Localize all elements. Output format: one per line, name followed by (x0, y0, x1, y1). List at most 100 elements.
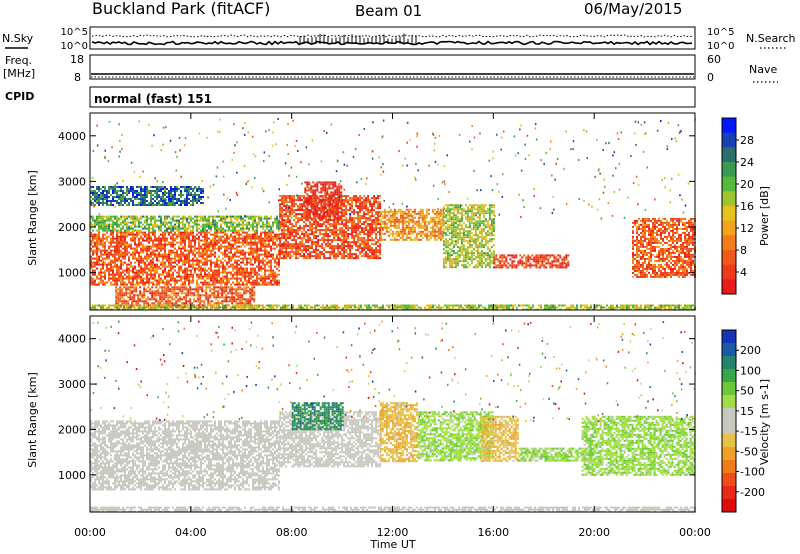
power-cell (279, 243, 282, 246)
power-cell (146, 259, 148, 262)
power-cell (126, 235, 128, 238)
power-cell (156, 267, 158, 270)
power-cell (94, 245, 96, 248)
power-cell (234, 277, 236, 280)
power-cell (194, 186, 196, 188)
power-cell (226, 217, 228, 220)
power-cell (120, 251, 122, 254)
power-cell (311, 211, 314, 214)
power-cell (162, 188, 164, 190)
power-cell (351, 255, 354, 258)
power-cell (448, 220, 451, 223)
power-cell (272, 235, 274, 238)
power-cell (375, 227, 378, 230)
power-cell (242, 231, 244, 234)
power-cell (379, 238, 382, 241)
power-cell (258, 247, 260, 250)
power-cell (158, 237, 160, 240)
power-cell (114, 186, 116, 188)
power-cell (206, 229, 208, 232)
power-cell (154, 263, 156, 266)
power-cell (90, 200, 92, 202)
power-cell (182, 255, 184, 258)
power-cell (351, 245, 354, 248)
power-cell (124, 255, 126, 258)
power-cell (182, 225, 184, 228)
power-cell (272, 255, 274, 258)
power-cell (297, 233, 300, 236)
power-cell (172, 273, 174, 276)
power-cell (100, 215, 102, 218)
power-cell (222, 245, 224, 248)
power-cell (293, 253, 296, 256)
power-cell (373, 197, 376, 200)
power-cell (450, 220, 453, 223)
power-cell (413, 220, 416, 223)
power-cell (162, 281, 164, 284)
power-cell (96, 283, 98, 286)
power-cell (444, 214, 447, 217)
power-cell (332, 215, 335, 218)
power-cell (311, 229, 314, 232)
power-cell (297, 253, 300, 256)
power-cell (287, 217, 290, 220)
power-cell (371, 229, 374, 232)
power-cell (116, 267, 118, 270)
power-cell (158, 243, 160, 246)
power-cell (162, 257, 164, 260)
power-cell (90, 192, 92, 194)
power-cell (122, 281, 124, 284)
power-cell (116, 225, 118, 228)
power-cell (120, 277, 122, 280)
power-cell (172, 245, 174, 248)
power-cell (397, 208, 400, 211)
power-cell (100, 277, 102, 280)
power-cell (212, 243, 214, 246)
power-cell (260, 233, 262, 236)
power-cell (172, 229, 174, 232)
power-cell (260, 275, 262, 278)
power-cell (192, 229, 194, 232)
noise-right-tick-low: 10^0 (707, 41, 734, 52)
power-cell (248, 217, 250, 220)
power-cell (148, 241, 150, 244)
power-cell (371, 231, 374, 234)
power-cell (359, 231, 362, 234)
power-cell (218, 273, 220, 276)
power-cell (118, 245, 120, 248)
power-cell (262, 227, 264, 230)
power-cell (466, 212, 469, 215)
power-cell (172, 237, 174, 240)
power-cell (431, 234, 434, 237)
power-cell (126, 267, 128, 270)
power-cell (458, 212, 461, 215)
power-cell (379, 253, 382, 256)
power-cell (268, 245, 270, 248)
power-cell (140, 225, 142, 228)
power-cell (124, 219, 126, 222)
power-cell (435, 224, 438, 227)
power-cell (268, 243, 270, 246)
power-cell (208, 249, 210, 252)
power-cell (254, 215, 256, 218)
power-cell (110, 267, 112, 270)
power-cell (174, 243, 176, 246)
power-cell (258, 273, 260, 276)
power-cell (132, 188, 134, 190)
power-cell (128, 215, 130, 218)
power-cell (238, 259, 240, 262)
power-cell (327, 201, 330, 204)
power-cell (172, 188, 174, 190)
power-cell (166, 273, 168, 276)
power-cell (206, 231, 208, 234)
power-cell (456, 258, 459, 261)
power-cell (152, 259, 154, 262)
power-cell (325, 245, 328, 248)
power-cell (194, 194, 196, 196)
power-cell (431, 216, 434, 219)
power-cell (190, 217, 192, 220)
power-cell (244, 263, 246, 266)
power-cell (433, 224, 436, 227)
power-cell (224, 231, 226, 234)
power-cell (397, 224, 400, 227)
